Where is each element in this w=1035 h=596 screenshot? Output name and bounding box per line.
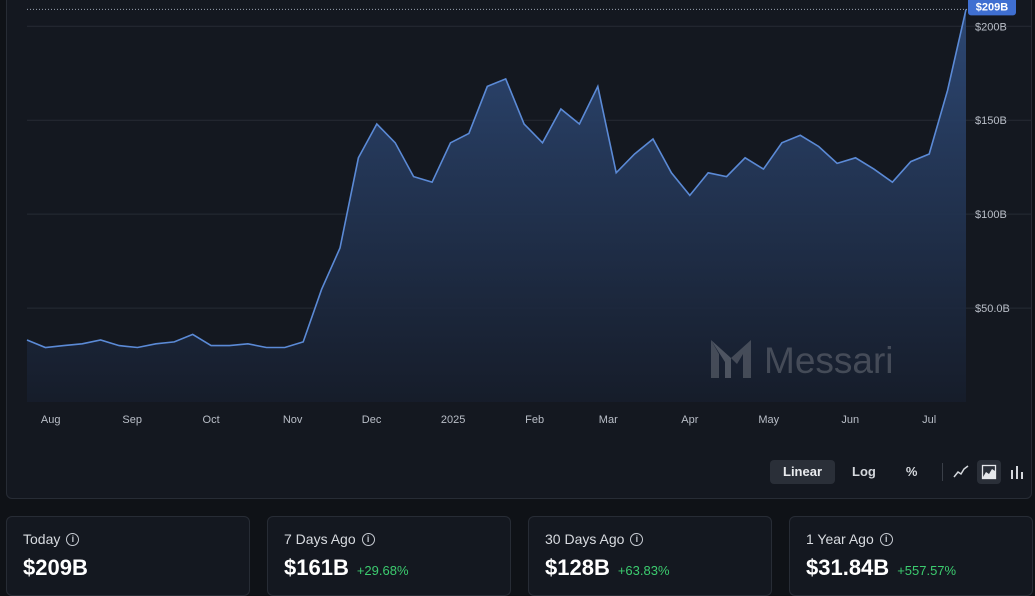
- area-chart-button[interactable]: [977, 459, 1002, 484]
- x-tick-label: Jun: [841, 414, 859, 426]
- stat-card-change: +29.68%: [356, 563, 409, 578]
- y-tick-label: $100B: [975, 209, 1007, 221]
- area-fill: [27, 9, 966, 403]
- current-value-badge: $209B: [968, 0, 1016, 16]
- current-value-label: $209B: [976, 1, 1008, 13]
- stat-card-change: +557.57%: [897, 563, 957, 578]
- x-tick-label: Feb: [525, 414, 544, 426]
- scale-percent-button[interactable]: %: [905, 464, 918, 479]
- stat-card-today: Today i $209B: [6, 516, 250, 596]
- x-tick-label: Mar: [599, 414, 618, 426]
- info-icon[interactable]: i: [879, 532, 893, 546]
- y-tick-label: $50.0B: [975, 303, 1010, 315]
- stat-card-value: $128B: [545, 555, 610, 580]
- info-icon[interactable]: i: [66, 532, 80, 546]
- controls-divider: [942, 462, 944, 481]
- scale-linear-button[interactable]: Linear: [770, 459, 836, 484]
- line-chart-icon: [953, 464, 969, 477]
- line-chart-button[interactable]: [949, 460, 973, 484]
- stat-card-title: 1 Year Ago: [806, 531, 874, 547]
- x-tick-label: Aug: [41, 414, 61, 426]
- y-tick-label: $150B: [975, 115, 1007, 127]
- series-line: [26, 9, 967, 349]
- stat-card-7d: 7 Days Ago i $161B +29.68%: [267, 516, 511, 596]
- scale-log-button[interactable]: Log: [852, 464, 876, 479]
- info-icon[interactable]: i: [361, 532, 375, 546]
- x-tick-label: 2025: [441, 414, 465, 426]
- watermark-text: Messari: [764, 340, 894, 381]
- stat-card-1y: 1 Year Ago i $31.84B +557.57%: [789, 516, 1033, 596]
- x-tick-label: Dec: [362, 414, 382, 426]
- x-tick-label: May: [758, 414, 779, 426]
- y-tick-label: $200B: [975, 21, 1007, 33]
- stat-cards: Today i $209B 7 Days Ago i $161B +29.68%…: [6, 516, 1035, 596]
- market-cap-chart[interactable]: Messari $50.0B $100B $150B $200B Aug Sep Oct N…: [0, 0, 1035, 500]
- stat-card-value: $31.84B: [806, 555, 890, 580]
- x-tick-label: Nov: [283, 414, 303, 426]
- bar-chart-icon: [1011, 465, 1024, 479]
- stat-card-30d: 30 Days Ago i $128B +63.83%: [528, 516, 772, 596]
- messari-watermark: Messari: [711, 340, 894, 381]
- chart-controls: Linear Log %: [770, 459, 1033, 484]
- stat-card-title: 7 Days Ago: [284, 531, 356, 547]
- stat-card-title: 30 Days Ago: [545, 531, 625, 547]
- stat-card-title: Today: [23, 531, 61, 547]
- x-tick-label: Sep: [122, 414, 142, 426]
- x-tick-label: Apr: [681, 414, 698, 426]
- stat-card-change: +63.83%: [617, 563, 670, 578]
- area-chart-icon: [982, 464, 997, 479]
- bar-chart-button[interactable]: [1005, 460, 1029, 484]
- stat-card-value: $209B: [23, 555, 88, 580]
- x-tick-label: Oct: [203, 414, 220, 426]
- x-tick-label: Jul: [922, 414, 936, 426]
- info-icon[interactable]: i: [630, 532, 644, 546]
- stat-card-value: $161B: [284, 555, 349, 580]
